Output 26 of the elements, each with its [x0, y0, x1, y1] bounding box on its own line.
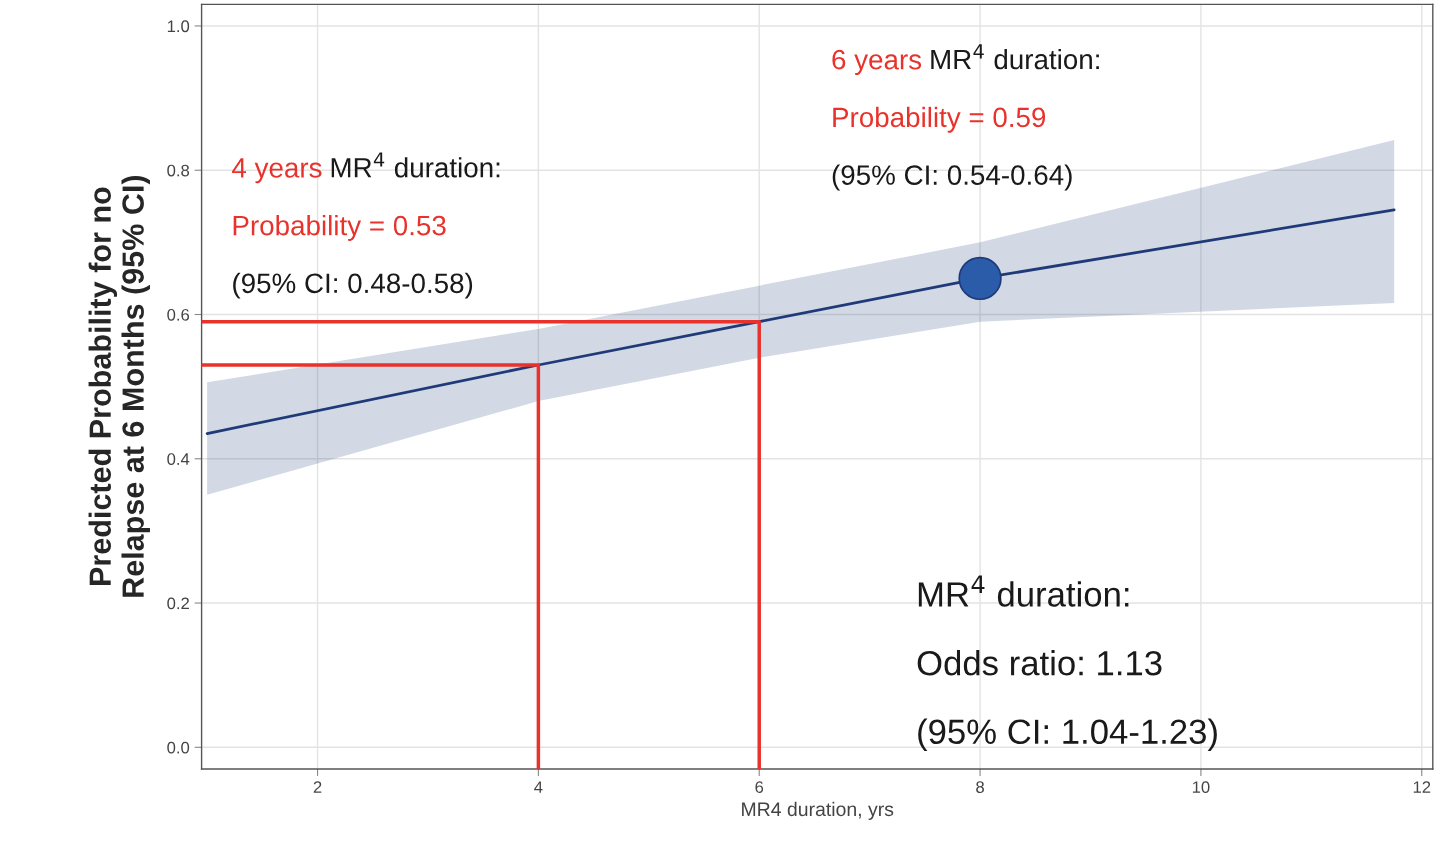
y-axis-title: Predicted Probability for no Relapse at 6 Months (95% CI) [88, 175, 150, 597]
annotation: MR$^{4}$ duration: [931, 44, 1099, 70]
y-tick-label: 0.6 [167, 308, 190, 321]
annotation: (95% CI: 0.54-0.64) [832, 164, 1072, 191]
x-tick-label: 4 [534, 781, 543, 793]
x-tick-label: 12 [1413, 781, 1431, 793]
annotation: (95% CI: 0.48-0.58) [233, 272, 473, 299]
annotation: (95% CI: 1.04-1.23) [918, 718, 1217, 751]
line-series [205, 208, 1396, 435]
y-tick-label: 0.4 [167, 453, 190, 465]
annotation: MR$^{4}$ duration: [331, 152, 500, 178]
annotation: 4 years [232, 158, 322, 184]
annotation: Odds ratio: 1.13 [917, 650, 1162, 676]
x-tick-label: 6 [755, 781, 764, 794]
x-tick-label: 8 [976, 781, 984, 794]
y-tick-label: 1.0 [167, 20, 190, 33]
x-tick-label: 2 [313, 781, 322, 793]
annotation: Probability = 0.59 [833, 106, 1046, 133]
x-tick-label: 10 [1192, 781, 1210, 794]
annotation: MR$^{4}$ duration: [918, 575, 1129, 607]
y-tick-label: 0.2 [167, 597, 189, 610]
y-tick-label: 0.0 [167, 741, 190, 754]
annotation: 6 years [832, 49, 922, 76]
annotation: Probability = 0.53 [233, 215, 446, 241]
y-tick-label: 0.8 [167, 164, 190, 177]
x-axis-title: MR4 duration, yrs [742, 801, 894, 820]
